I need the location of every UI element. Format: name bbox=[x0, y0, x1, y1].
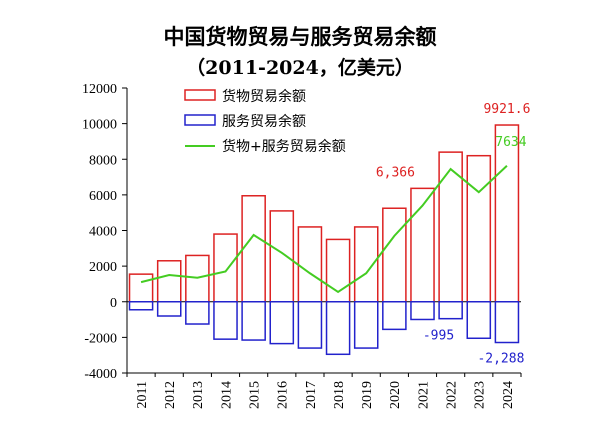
goods-bar bbox=[494, 124, 520, 303]
y-tick-label: 2000 bbox=[89, 260, 117, 275]
services-bar bbox=[382, 301, 407, 331]
legend-swatch-goods bbox=[184, 89, 216, 101]
goods-bar bbox=[213, 233, 238, 303]
chart-title: 中国货物贸易与服务贸易余额 bbox=[164, 24, 437, 49]
data-label: -995 bbox=[423, 328, 454, 343]
legend-label: 货物贸易余额 bbox=[222, 88, 306, 105]
goods-bar bbox=[128, 273, 154, 303]
services-bar bbox=[466, 301, 492, 340]
x-tick-label: 2012 bbox=[163, 381, 178, 409]
bars bbox=[128, 124, 520, 356]
y-tick-label: -4000 bbox=[84, 367, 117, 382]
legend-swatch-services bbox=[184, 114, 216, 126]
x-tick-label: 2023 bbox=[473, 381, 488, 409]
chart-subtitle: （2011-2024，亿美元） bbox=[186, 56, 414, 79]
data-label: 9921.6 bbox=[483, 102, 530, 117]
goods-bar bbox=[353, 226, 379, 303]
x-tick-label: 2024 bbox=[501, 381, 516, 409]
services-bar bbox=[410, 301, 435, 321]
goods-bar bbox=[466, 154, 492, 303]
data-label: 7634 bbox=[495, 135, 526, 150]
y-tick-label: 12000 bbox=[82, 82, 117, 97]
goods-bar bbox=[156, 260, 182, 303]
x-tick-label: 2015 bbox=[248, 381, 263, 409]
legend-label: 货物+服务贸易余额 bbox=[222, 138, 346, 155]
services-bar bbox=[156, 301, 182, 317]
services-bar bbox=[325, 301, 351, 356]
services-bar bbox=[213, 301, 238, 340]
services-bar bbox=[241, 301, 266, 341]
goods-bar bbox=[269, 210, 295, 303]
y-tick-label: 4000 bbox=[89, 225, 117, 240]
services-bar bbox=[128, 301, 154, 311]
x-tick-label: 2014 bbox=[219, 381, 234, 409]
data-labels: 9921.6 6,366 7634 -995 -2,288 bbox=[376, 102, 531, 366]
x-tick-label: 2022 bbox=[445, 381, 460, 409]
x-tick-label: 2021 bbox=[416, 381, 431, 409]
y-tick-label: 0 bbox=[110, 296, 117, 311]
x-tick-label: 2017 bbox=[304, 381, 319, 409]
services-bar bbox=[185, 301, 210, 325]
x-tick-label: 2018 bbox=[332, 381, 347, 409]
services-bar bbox=[438, 301, 463, 320]
services-bar bbox=[353, 301, 379, 349]
services-bar bbox=[297, 301, 323, 349]
goods-bar bbox=[382, 207, 407, 303]
y-tick-label: 10000 bbox=[82, 118, 117, 133]
y-tick-label: -2000 bbox=[84, 331, 117, 346]
y-tick-label: 6000 bbox=[89, 189, 117, 204]
services-bar bbox=[269, 301, 295, 345]
x-tick-label: 2020 bbox=[388, 381, 403, 409]
goods-bar bbox=[297, 226, 323, 303]
goods-bar bbox=[241, 195, 266, 303]
x-tick-label: 2019 bbox=[360, 381, 375, 409]
data-label: -2,288 bbox=[477, 352, 524, 367]
x-tick-label: 2011 bbox=[135, 381, 150, 408]
legend-label: 服务贸易余额 bbox=[222, 113, 306, 130]
x-tick-label: 2016 bbox=[276, 381, 291, 409]
x-tick-label: 2013 bbox=[191, 381, 206, 409]
data-label: 6,366 bbox=[376, 165, 415, 180]
series-line bbox=[140, 165, 508, 294]
services-bar bbox=[494, 301, 520, 344]
total-line bbox=[140, 165, 508, 294]
axes: -4000 -2000 0 2000 4000 6000 8000 10000 12000 201… bbox=[82, 82, 522, 409]
y-tick-label: 8000 bbox=[89, 153, 117, 168]
